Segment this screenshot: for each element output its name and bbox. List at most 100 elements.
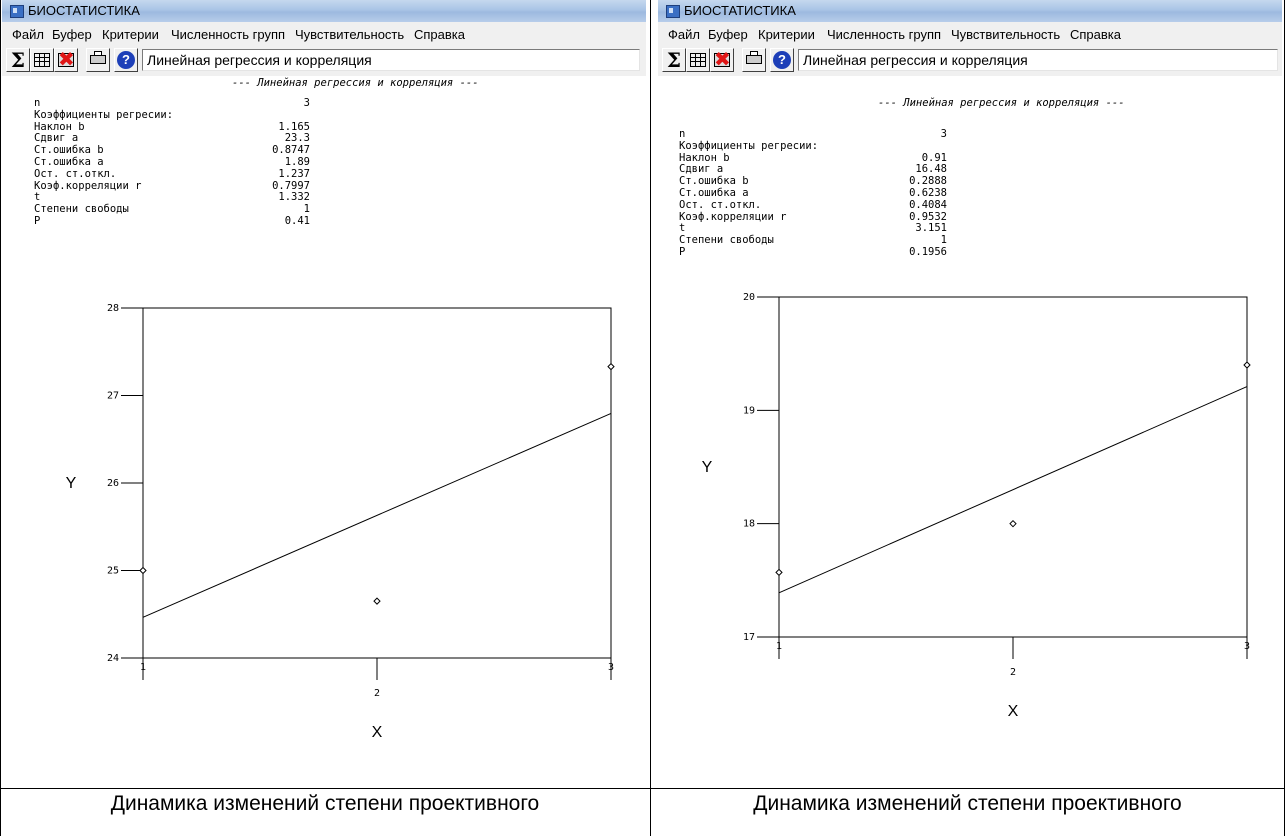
y-tick-label: 19 <box>743 405 755 416</box>
stat-value: 0.4084 <box>909 198 947 211</box>
stat-row: t 1.332 <box>34 191 310 203</box>
stat-row: Наклон b 1.165 <box>34 121 310 133</box>
data-point <box>139 566 147 575</box>
menu-group-size[interactable]: Численность групп <box>171 27 286 42</box>
y-tick-label: 24 <box>107 653 119 664</box>
x-tick-label: 2 <box>374 688 380 699</box>
stat-label: P <box>679 246 686 258</box>
stat-row: Ст.ошибка b 0.2888 <box>679 175 947 187</box>
table-icon <box>714 53 730 67</box>
stat-value: 1.237 <box>278 167 310 180</box>
stat-value: 0.41 <box>284 215 310 227</box>
stat-value: 3 <box>940 128 947 140</box>
table-row-divider <box>0 788 1285 789</box>
stat-value: 1.332 <box>278 191 310 204</box>
menu-buffer[interactable]: Буфер <box>708 27 748 42</box>
y-tick-label: 25 <box>107 566 119 577</box>
stat-label: n <box>34 97 41 109</box>
stat-value: 0.8747 <box>272 144 310 157</box>
app-icon <box>10 5 24 18</box>
window-title: БИОСТАТИСТИКА <box>28 3 140 18</box>
menu-sensitivity[interactable]: Чувствительность <box>951 27 1061 42</box>
left-app-window: БИОСТАТИСТИКА Файл Буфер Критерии Числен… <box>2 0 646 788</box>
results-heading: --- Линейная регрессия и корреляция --- <box>232 77 479 89</box>
table-button[interactable] <box>686 48 710 72</box>
data-point <box>775 568 783 577</box>
stat-value: 1 <box>940 234 947 247</box>
stat-value: 0.9532 <box>909 210 947 223</box>
menu-bar: Файл Буфер Критерии Численность групп Чу… <box>658 22 1282 46</box>
menu-sensitivity[interactable]: Чувствительность <box>295 27 405 42</box>
sigma-button[interactable]: Σ <box>662 48 686 72</box>
clear-table-button[interactable]: ✖ <box>54 48 78 72</box>
results-panel: --- Линейная регрессия и корреляция --- … <box>2 76 646 788</box>
menu-buffer[interactable]: Буфер <box>52 27 92 42</box>
menu-criteria[interactable]: Критерии <box>102 27 159 42</box>
stat-label: Сдвиг a <box>679 163 724 176</box>
x-axis-title: X <box>1008 703 1019 720</box>
stat-row: Степени свободы 1 <box>679 234 947 246</box>
menu-help[interactable]: Справка <box>414 27 465 42</box>
stat-row: Степени свободы 1 <box>34 203 310 215</box>
stat-row: Ост. ст.откл. 0.4084 <box>679 199 947 211</box>
y-tick-label: 27 <box>107 391 119 402</box>
y-tick-label: 17 <box>743 632 755 643</box>
sigma-button[interactable]: Σ <box>6 48 30 72</box>
stat-label: P <box>34 215 41 227</box>
stat-label: Сдвиг a <box>34 132 79 145</box>
table-button[interactable] <box>30 48 54 72</box>
y-tick-label: 20 <box>743 292 755 303</box>
stat-row: Ст.ошибка a 0.6238 <box>679 187 947 199</box>
stat-label: t <box>679 222 686 235</box>
stat-row: Сдвиг a 16.48 <box>679 163 947 175</box>
stat-row: P 0.41 <box>34 215 310 227</box>
stat-label: Наклон b <box>34 120 85 133</box>
menu-file[interactable]: Файл <box>12 27 44 42</box>
table-icon <box>690 53 706 67</box>
x-tick-label: 1 <box>776 641 782 652</box>
printer-icon <box>746 55 762 64</box>
plot-frame <box>142 307 612 659</box>
stat-value: 0.2888 <box>909 175 947 188</box>
printer-icon <box>90 55 106 64</box>
data-point <box>373 597 381 605</box>
stat-row: t 3.151 <box>679 222 947 234</box>
data-point <box>1243 361 1251 369</box>
menu-help[interactable]: Справка <box>1070 27 1121 42</box>
stat-label: Ст.ошибка a <box>679 187 749 199</box>
stat-row: Коэффициенты регресии: <box>34 109 310 121</box>
menu-group-size[interactable]: Численность групп <box>827 27 942 42</box>
stat-value: 23.3 <box>284 132 310 145</box>
menu-criteria[interactable]: Критерии <box>758 27 815 42</box>
table-icon <box>58 53 74 67</box>
stat-label: Коэф.корреляции r <box>679 210 787 223</box>
window-title: БИОСТАТИСТИКА <box>684 3 796 18</box>
regression-line <box>778 386 1248 594</box>
stat-row: P 0.1956 <box>679 246 947 258</box>
menu-file[interactable]: Файл <box>668 27 700 42</box>
help-icon: ? <box>773 51 791 69</box>
help-button[interactable]: ? <box>114 48 138 72</box>
results-heading: --- Линейная регрессия и корреляция --- <box>878 97 1125 109</box>
x-tick-label: 3 <box>1244 641 1250 652</box>
title-bar[interactable]: БИОСТАТИСТИКА <box>658 0 1282 22</box>
print-button[interactable] <box>86 48 110 72</box>
scatter-chart: 17 18 19 20 1 2 3 X Y <box>702 292 1251 720</box>
red-x-icon: ✖ <box>714 47 731 71</box>
stat-label: Коэффициенты регресии: <box>34 108 174 121</box>
procedure-field[interactable]: Линейная регрессия и корреляция <box>798 49 1278 71</box>
x-axis-title: X <box>372 724 383 741</box>
table-divider <box>650 0 651 836</box>
clear-table-button[interactable]: ✖ <box>710 48 734 72</box>
results-panel: --- Линейная регрессия и корреляция --- … <box>658 76 1282 788</box>
stat-row: Коэф.корреляции r 0.9532 <box>679 211 947 223</box>
title-bar[interactable]: БИОСТАТИСТИКА <box>2 0 646 22</box>
procedure-field[interactable]: Линейная регрессия и корреляция <box>142 49 640 71</box>
stat-value: 16.48 <box>915 163 947 176</box>
print-button[interactable] <box>742 48 766 72</box>
help-button[interactable]: ? <box>770 48 794 72</box>
stat-row: Наклон b 0.91 <box>679 152 947 164</box>
